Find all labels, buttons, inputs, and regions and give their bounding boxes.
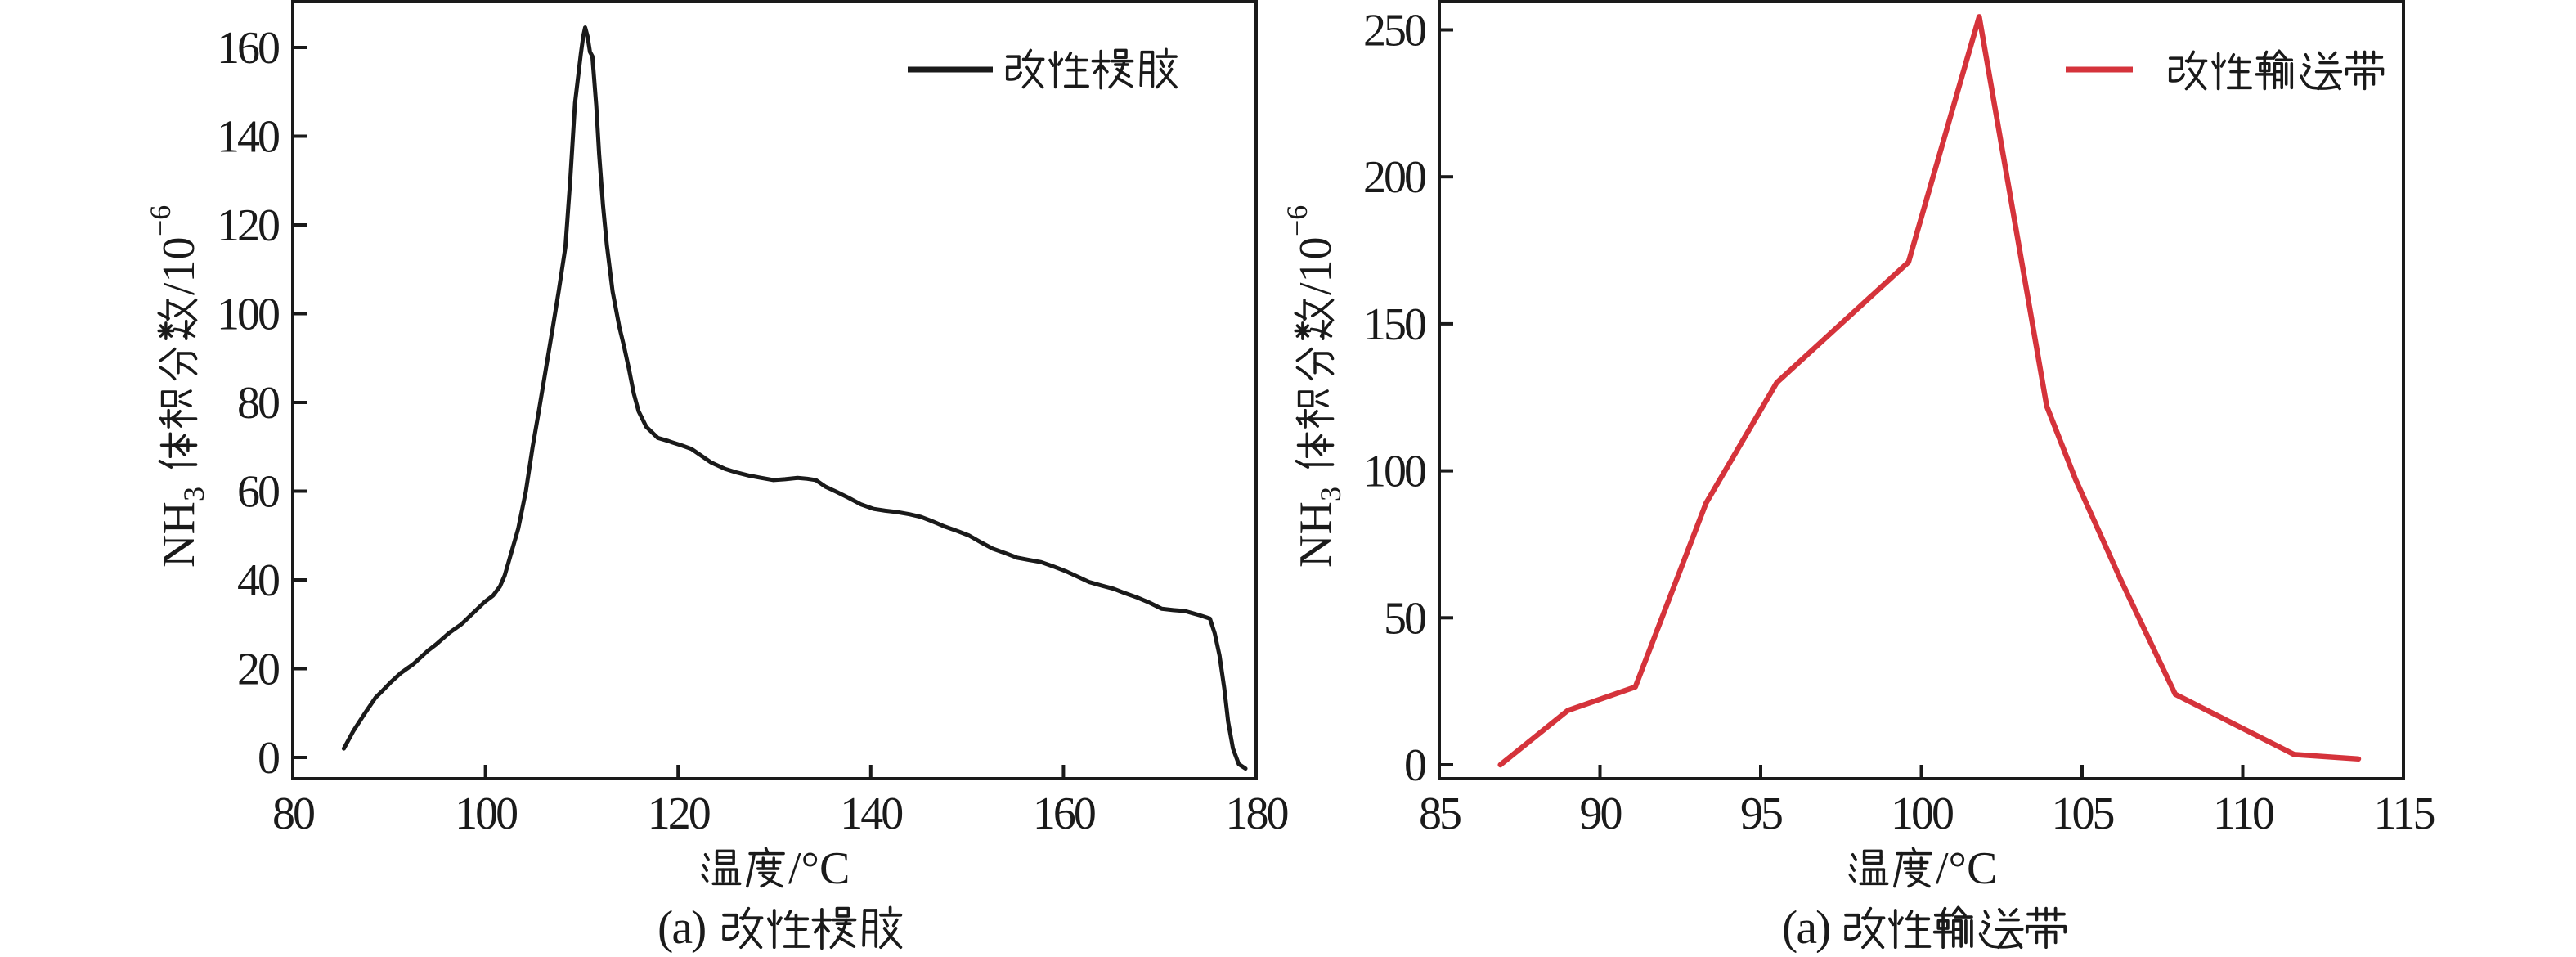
svg-text:120: 120 [217,200,279,251]
svg-text:3: 3 [1314,487,1347,501]
svg-text:/10: /10 [154,236,204,295]
svg-text:160: 160 [1033,789,1095,839]
svg-text:/10: /10 [1290,236,1341,295]
svg-text:120: 120 [648,789,710,839]
svg-text:3: 3 [177,487,210,501]
svg-text:−6: −6 [1281,205,1313,236]
svg-text:180: 180 [1226,789,1288,839]
svg-text:20: 20 [237,645,279,695]
svg-text:140: 140 [840,789,902,839]
svg-text:80: 80 [237,378,279,429]
svg-text:0: 0 [258,733,279,784]
svg-text:−6: −6 [144,205,177,236]
svg-text:100: 100 [1363,447,1425,497]
svg-text:NH: NH [154,501,204,568]
svg-text:100: 100 [455,789,517,839]
svg-text:250: 250 [1363,6,1425,56]
svg-text:(a): (a) [1782,901,1829,953]
svg-text:50: 50 [1384,593,1425,644]
svg-text:/°C: /°C [1936,843,1997,894]
svg-text:100: 100 [1891,789,1953,839]
svg-text:115: 115 [2374,789,2435,839]
svg-text:150: 150 [1363,299,1425,350]
svg-text:105: 105 [2052,789,2114,839]
svg-text:110: 110 [2213,789,2273,839]
svg-text:(a): (a) [657,901,705,953]
svg-text:90: 90 [1580,789,1622,839]
svg-text:160: 160 [217,23,279,74]
svg-text:40: 40 [237,555,279,606]
svg-text:140: 140 [217,112,279,163]
svg-text:NH: NH [1290,501,1341,568]
svg-text:200: 200 [1363,152,1425,203]
svg-text:/°C: /°C [788,843,850,894]
svg-text:0: 0 [1404,740,1425,791]
svg-text:80: 80 [272,789,314,839]
svg-text:100: 100 [217,290,279,340]
svg-text:95: 95 [1740,789,1782,839]
svg-text:60: 60 [237,467,279,518]
svg-text:85: 85 [1419,789,1461,839]
